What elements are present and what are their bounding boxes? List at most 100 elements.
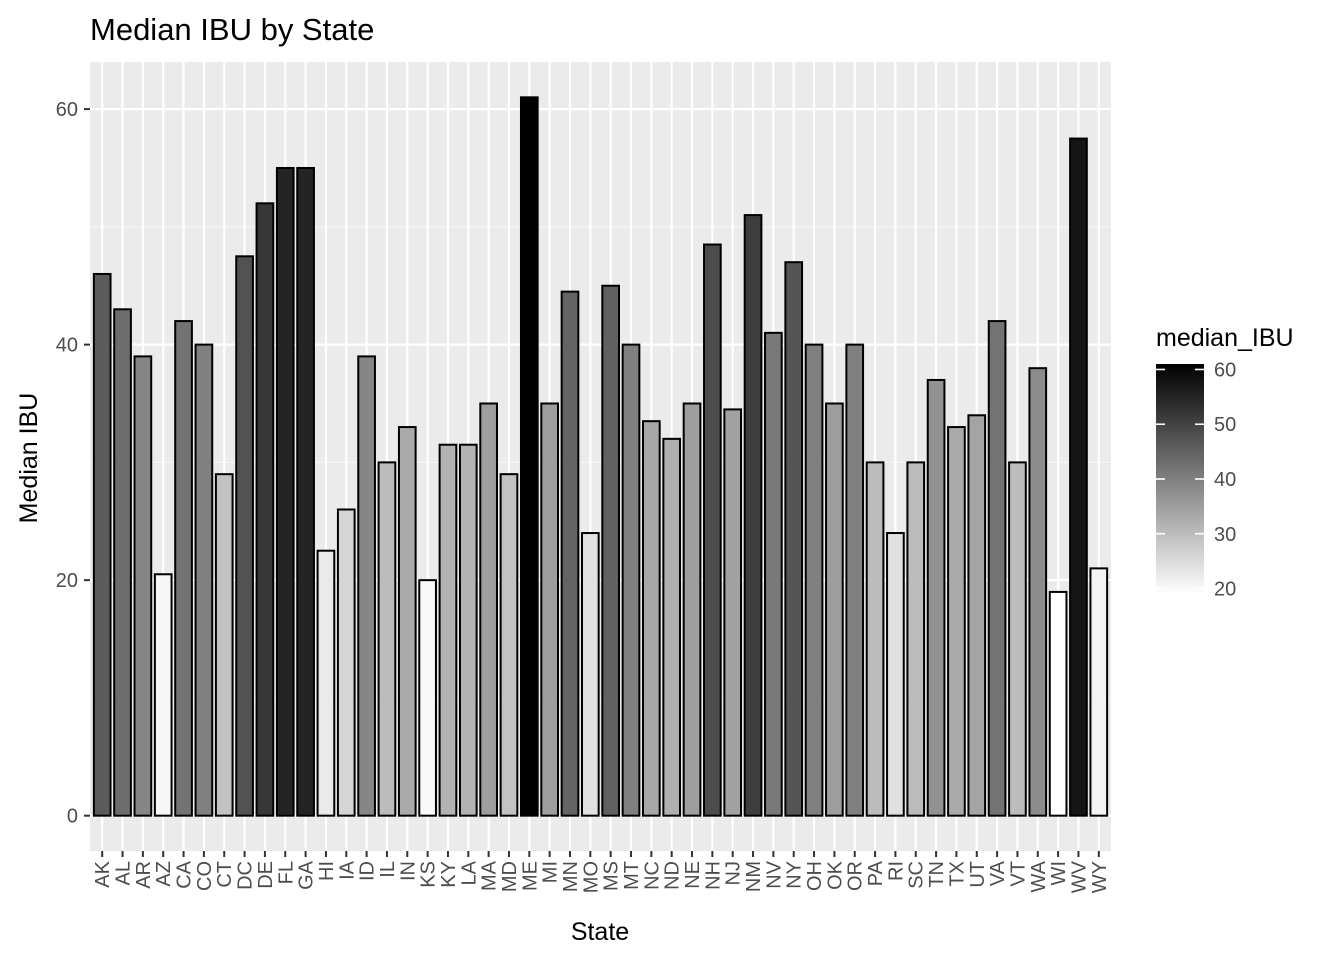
x-tick-label: WV (1068, 860, 1090, 893)
bar-hi (316, 549, 336, 817)
bar-ne (682, 402, 702, 817)
bar-vt (1008, 461, 1027, 817)
bar-wa (1028, 367, 1048, 817)
bar-oh (804, 343, 824, 817)
x-tick-label: WI (1048, 861, 1070, 885)
bar-va (987, 320, 1007, 817)
x-tick-label: OH (804, 861, 826, 891)
bar-or (845, 343, 865, 817)
x-tick-label: CO (194, 861, 216, 891)
x-tick-label: IN (397, 861, 419, 881)
x-tick-label: IL (377, 861, 399, 878)
x-tick-label: MD (499, 861, 521, 892)
x-tick-label: NE (682, 861, 704, 889)
x-tick-label: GA (296, 860, 318, 890)
y-tick-label: 40 (56, 335, 78, 357)
x-tick-label: LA (458, 860, 480, 885)
bar-dc (235, 255, 254, 817)
bar-tn (926, 378, 946, 817)
x-tick-label: ME (519, 861, 541, 891)
x-axis-title: State (571, 918, 629, 946)
chart-title: Median IBU by State (90, 12, 374, 47)
bar-il (377, 461, 397, 817)
bar-nv (764, 331, 783, 817)
y-axis: 0 20 40 60 (56, 99, 90, 828)
x-tick-label: MO (580, 861, 602, 893)
x-tick-label: AK (92, 860, 114, 887)
bar-la (458, 443, 478, 817)
x-tick-label: RI (885, 861, 907, 881)
bar-id (357, 355, 376, 817)
bar-nh (703, 243, 722, 817)
x-tick-label: MS (601, 861, 623, 891)
x-tick-label: DE (255, 861, 277, 889)
bar-ak (92, 272, 112, 817)
bar-ny (784, 261, 804, 817)
bar-wy (1089, 567, 1109, 817)
y-tick-label: 60 (56, 99, 78, 121)
x-tick-label: TN (926, 861, 948, 888)
y-axis-title: Median IBU (15, 393, 43, 524)
x-axis: AKALARAZCACOCTDCDEFLGAHIIAIDILINKSKYLAMA… (92, 851, 1111, 893)
x-tick-label: VA (987, 860, 1009, 886)
legend-tick-label: 60 (1214, 359, 1236, 381)
bar-nj (723, 408, 743, 817)
x-tick-label: WY (1089, 861, 1111, 893)
x-tick-label: SC (906, 861, 928, 889)
bar-ca (174, 320, 193, 817)
bar-wv (1069, 137, 1088, 817)
x-tick-label: MI (540, 861, 562, 883)
x-tick-label: OK (824, 860, 846, 890)
x-tick-label: UT (967, 861, 989, 888)
y-tick-label: 0 (67, 806, 78, 828)
bar-ar (133, 355, 153, 817)
bar-ms (601, 284, 621, 817)
bar-ga (296, 166, 315, 817)
legend-tick-label: 30 (1214, 524, 1236, 546)
bar-ok (825, 402, 844, 817)
x-tick-label: HI (316, 861, 338, 881)
bar-tx (947, 426, 966, 817)
x-tick-label: NC (641, 861, 663, 890)
x-tick-label: WA (1028, 860, 1050, 892)
x-tick-label: ID (357, 861, 379, 881)
x-tick-label: MA (479, 860, 501, 891)
y-tick-label: 20 (56, 570, 78, 592)
legend-tick-label: 50 (1214, 414, 1236, 436)
x-tick-label: IA (336, 860, 358, 880)
bar-nm (743, 214, 763, 817)
bar-ct (214, 473, 234, 817)
bar-wi (1048, 590, 1068, 817)
x-tick-label: NV (763, 860, 785, 888)
bar-in (397, 426, 417, 817)
legend-title: median_IBU (1156, 324, 1294, 352)
bar-mt (621, 343, 641, 817)
color-legend: median_IBU 20 30 40 50 60 (1156, 324, 1294, 601)
x-tick-label: AR (133, 861, 155, 889)
bar-ri (886, 532, 905, 817)
bar-nc (642, 420, 661, 817)
legend-tick-label: 20 (1214, 579, 1236, 601)
x-tick-label: KY (438, 861, 460, 888)
x-tick-label: VT (1007, 861, 1029, 887)
bar-ks (418, 579, 437, 817)
legend-ticks: 20 30 40 50 60 (1156, 359, 1236, 601)
x-tick-label: NH (702, 861, 724, 890)
x-tick-label: AL (113, 861, 135, 885)
x-tick-label: FL (275, 861, 297, 884)
x-tick-label: AZ (153, 861, 175, 887)
bar-mo (580, 532, 600, 817)
bars-group (92, 96, 1109, 817)
bar-nd (662, 437, 682, 817)
bar-ky (438, 443, 458, 817)
x-tick-label: KS (418, 861, 440, 888)
bar-az (153, 573, 173, 817)
bar-pa (865, 461, 885, 817)
x-tick-label: CA (174, 860, 196, 888)
x-tick-label: TX (946, 861, 968, 887)
bar-mi (540, 402, 559, 817)
x-tick-label: OR (845, 861, 867, 891)
legend-tick-label: 40 (1214, 469, 1236, 491)
bar-fl (275, 166, 295, 817)
